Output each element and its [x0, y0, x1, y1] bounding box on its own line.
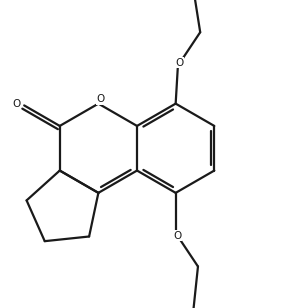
- Text: O: O: [175, 58, 183, 68]
- Text: O: O: [12, 99, 20, 109]
- Text: O: O: [96, 94, 105, 104]
- Text: O: O: [173, 231, 181, 241]
